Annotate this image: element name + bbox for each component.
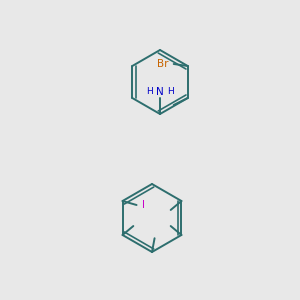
Text: H: H — [167, 87, 174, 96]
Text: N: N — [156, 87, 164, 97]
Text: Br: Br — [157, 59, 169, 69]
Text: H: H — [146, 87, 153, 96]
Text: I: I — [142, 200, 145, 210]
